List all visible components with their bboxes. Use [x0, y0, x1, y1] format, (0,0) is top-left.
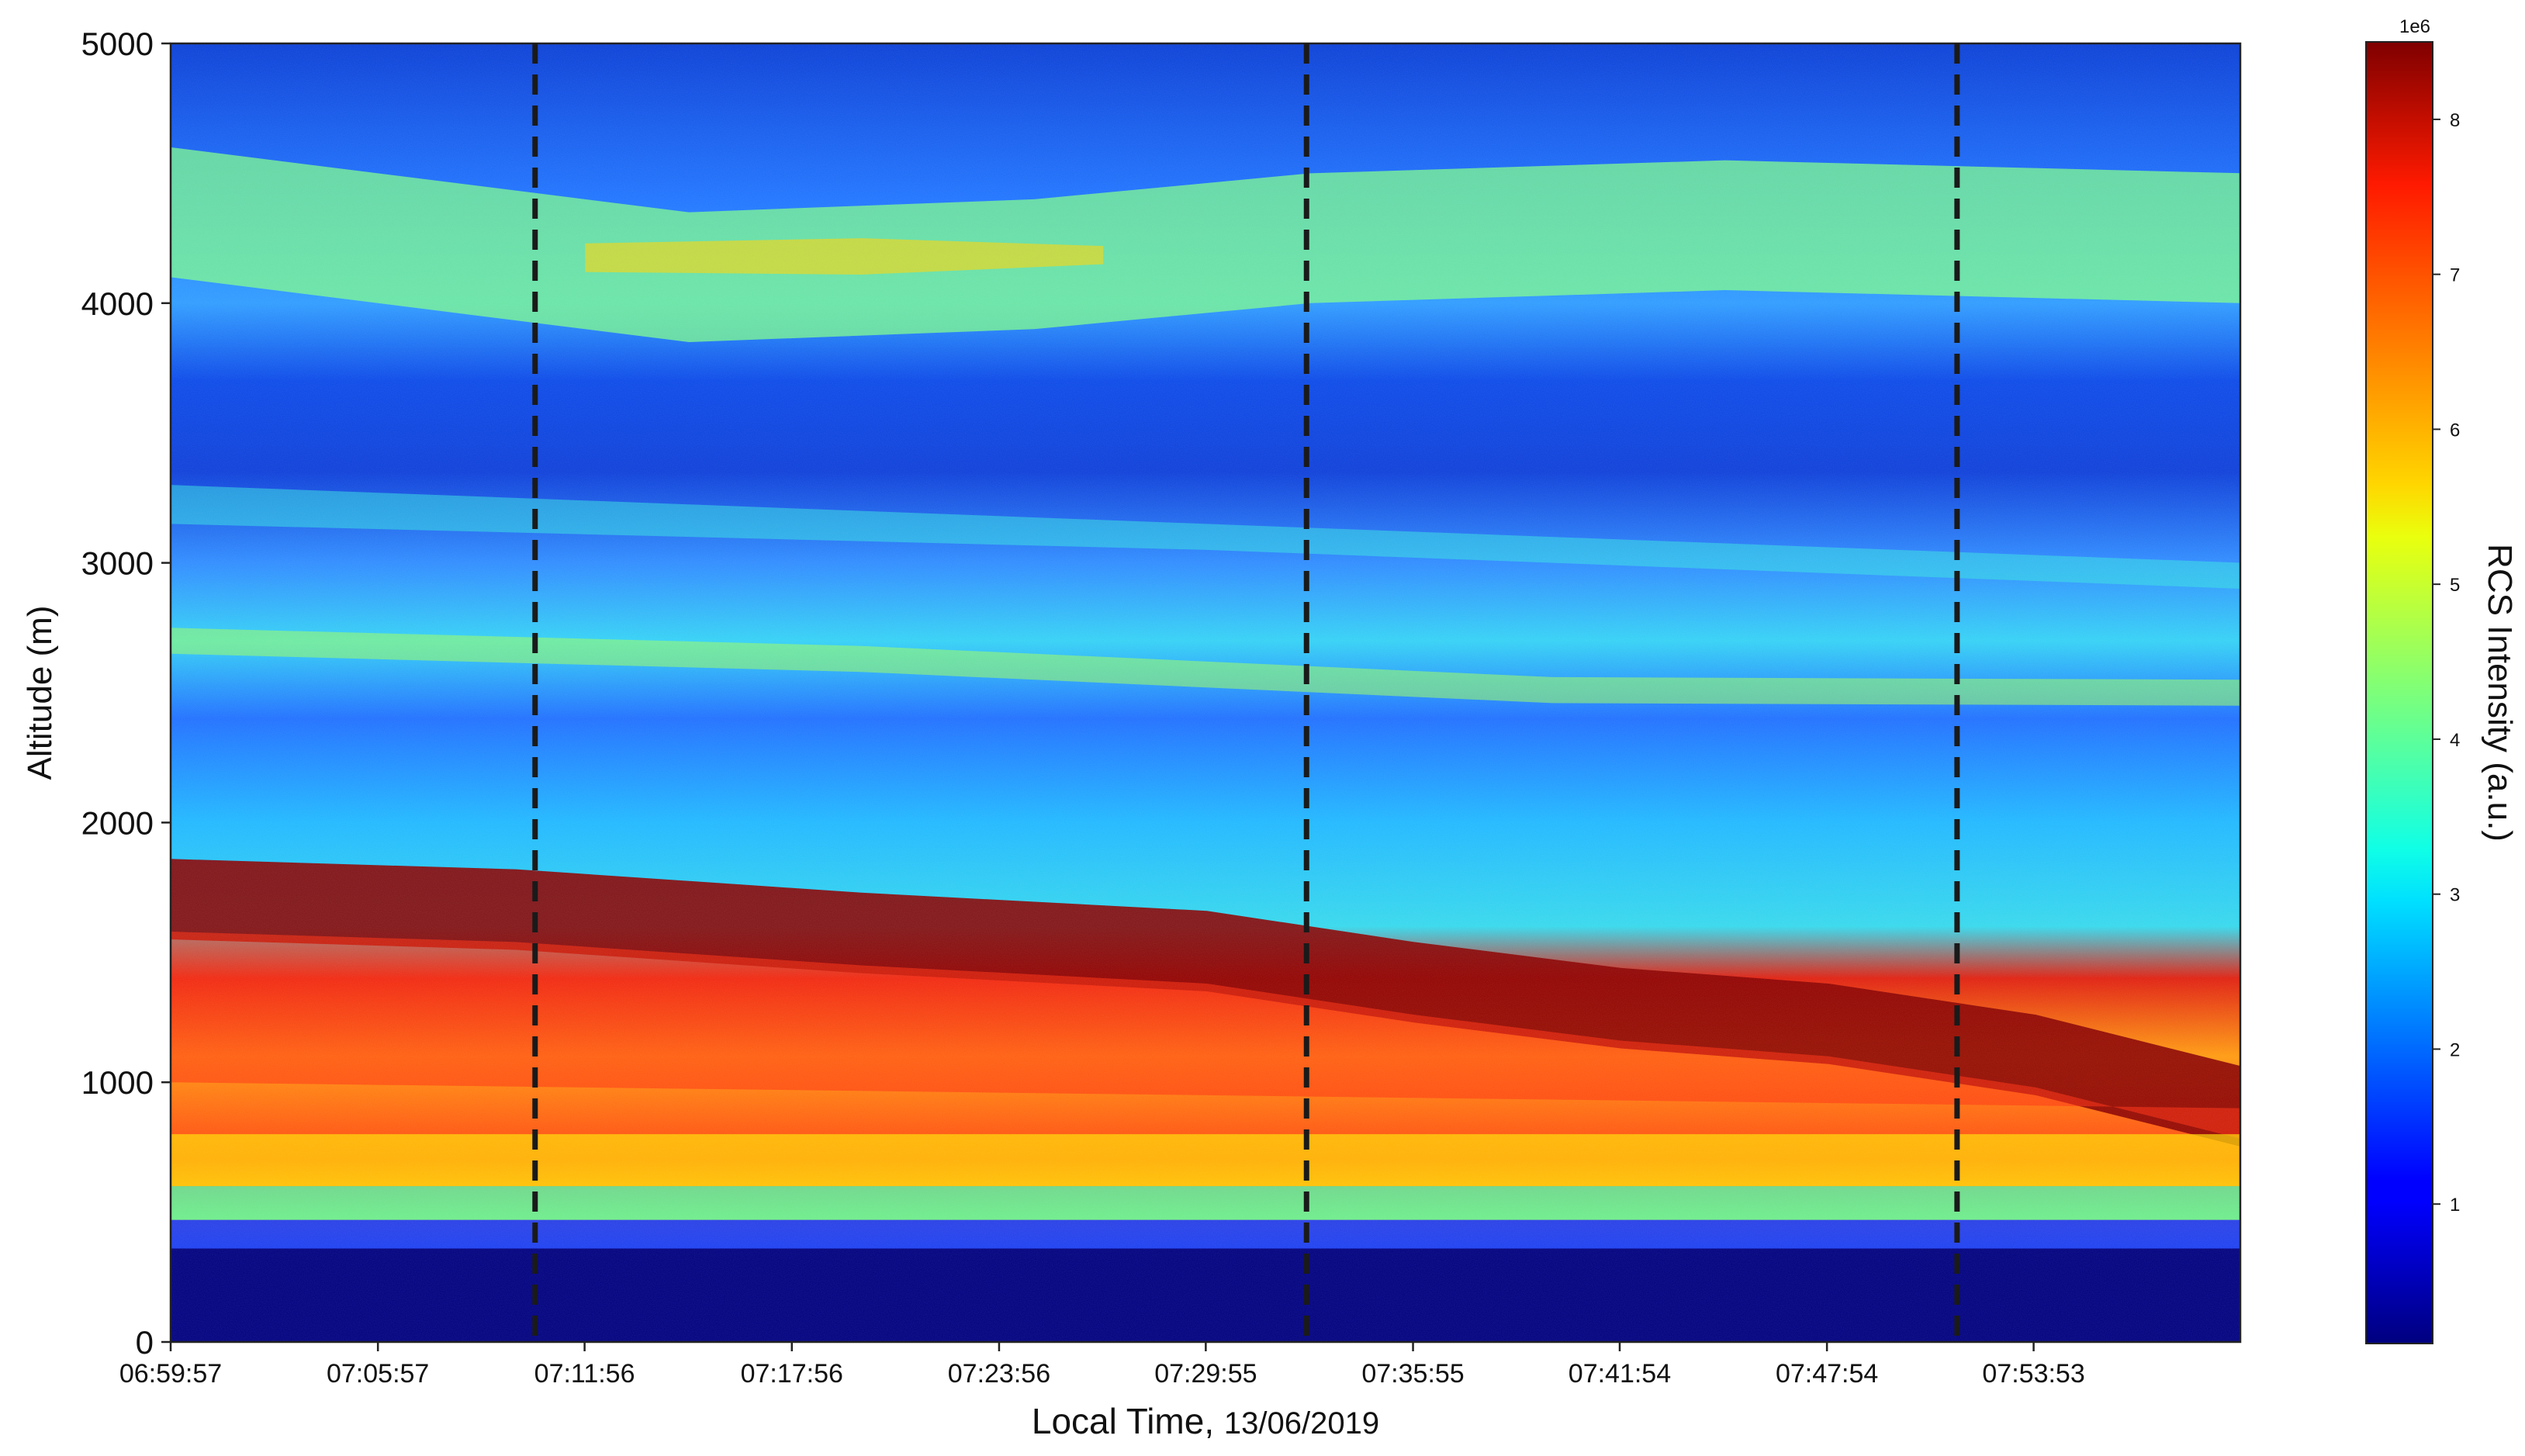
x-tick-label-4: 07:23:56 [948, 1359, 1050, 1389]
colorbar-tick-label-3: 4 [2450, 730, 2460, 751]
y-axis-label: Altitude (m) [21, 606, 59, 780]
x-axis: 06:59:57 07:05:57 07:11:56 07:17:56 07:23:56… [119, 1342, 2085, 1389]
colorbar-label: RCS Intensity (a.u.) [2481, 544, 2519, 842]
heatmap-speckle [171, 43, 2240, 1342]
x-tick-label-5: 07:29:55 [1154, 1359, 1257, 1389]
x-axis-label: Local Time, 13/06/2019 [1032, 1401, 1379, 1441]
y-tick-label-2: 2000 [81, 804, 154, 841]
y-tick-label-0: 0 [136, 1324, 154, 1361]
x-tick-label-2: 07:11:56 [534, 1359, 635, 1389]
plot-area [171, 43, 2240, 1342]
colorbar-tick-label-2: 3 [2450, 885, 2460, 906]
x-tick-label-7: 07:41:54 [1569, 1359, 1671, 1389]
colorbar: 1 2 3 4 5 6 7 8 1e6 RCS Intensity (a.u.) [2365, 16, 2519, 1344]
colorbar-tick-label-7: 8 [2450, 110, 2460, 131]
x-tick-label-3: 07:17:56 [741, 1359, 843, 1389]
y-tick-label-1: 1000 [81, 1064, 154, 1101]
colorbar-tick-label-6: 7 [2450, 265, 2460, 286]
x-tick-label-8: 07:47:54 [1776, 1359, 1878, 1389]
colorbar-gradient [2365, 41, 2433, 1344]
y-axis: 0 1000 2000 3000 4000 5000 [81, 26, 171, 1361]
colorbar-ticks: 1 2 3 4 5 6 7 8 [2433, 110, 2460, 1216]
x-tick-label-6: 07:35:55 [1361, 1359, 1464, 1389]
colorbar-tick-label-4: 5 [2450, 575, 2460, 596]
colorbar-tick-label-5: 6 [2450, 420, 2460, 441]
x-tick-label-9: 07:53:53 [1982, 1359, 2084, 1389]
colorbar-multiplier: 1e6 [2399, 16, 2430, 37]
y-tick-label-5: 5000 [81, 26, 154, 62]
y-tick-label-4: 4000 [81, 285, 154, 322]
x-tick-label-0: 06:59:57 [119, 1359, 222, 1389]
y-tick-label-3: 3000 [81, 545, 154, 582]
colorbar-tick-label-0: 1 [2450, 1195, 2460, 1216]
colorbar-tick-label-1: 2 [2450, 1039, 2460, 1060]
x-tick-label-1: 07:05:57 [327, 1359, 429, 1389]
